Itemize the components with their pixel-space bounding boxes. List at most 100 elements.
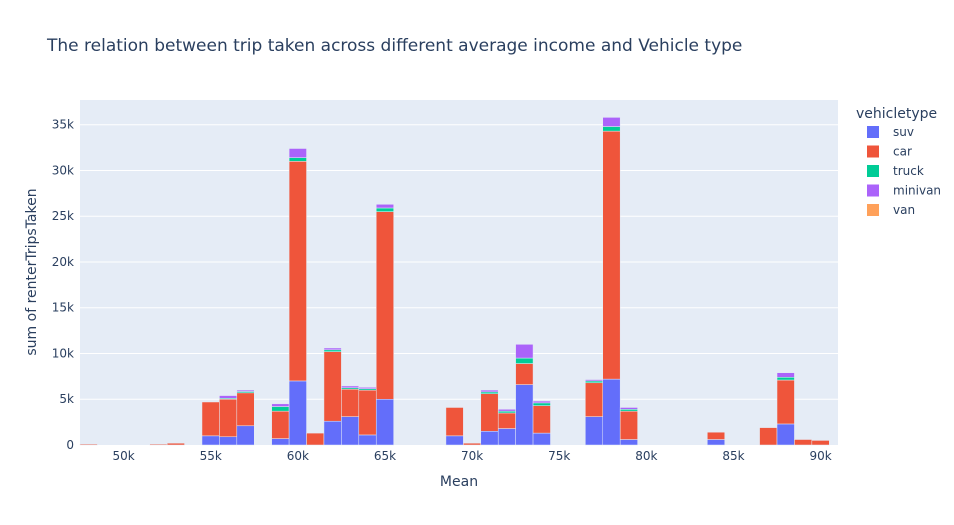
bar-minivan[interactable] [532, 400, 551, 404]
bar-suv[interactable] [341, 416, 360, 446]
bar-truck[interactable] [497, 410, 516, 414]
plot-area [80, 100, 838, 445]
bar-suv[interactable] [236, 425, 255, 446]
y-axis-ticks: 0 5k 10k 15k 20k 25k 30k 35k [52, 118, 74, 452]
bar-minivan[interactable] [776, 372, 795, 378]
bar-car[interactable] [759, 427, 778, 446]
bar-car[interactable] [515, 363, 534, 385]
bar-car[interactable] [219, 398, 238, 438]
bar-suv[interactable] [707, 439, 725, 446]
bar-car[interactable] [201, 401, 220, 437]
chart-title: The relation between trip taken across d… [46, 36, 742, 56]
legend-item-car[interactable]: car [867, 145, 912, 159]
bar-minivan[interactable] [323, 347, 342, 351]
x-tick-label: 80k [635, 449, 657, 463]
bar-minivan[interactable] [480, 389, 499, 393]
bar-truck[interactable] [532, 402, 551, 406]
bar-minivan[interactable] [619, 407, 638, 410]
bar-suv[interactable] [585, 416, 604, 446]
bar-truck[interactable] [288, 157, 307, 162]
bar-minivan[interactable] [288, 148, 307, 158]
bar-car[interactable] [323, 351, 342, 422]
bar-car[interactable] [306, 432, 325, 446]
bar-truck[interactable] [776, 377, 795, 381]
legend[interactable]: suv car truck minivan van [867, 125, 941, 217]
bar-minivan[interactable] [497, 409, 516, 412]
bar-minivan[interactable] [219, 395, 238, 399]
bar-minivan[interactable] [236, 389, 255, 392]
bar-suv[interactable] [602, 378, 621, 446]
legend-label: truck [893, 164, 924, 178]
bar-car[interactable] [794, 439, 813, 446]
bar-car[interactable] [149, 443, 168, 446]
y-axis-title: sum of renterTripsTaken [24, 188, 40, 355]
y-tick-label: 35k [52, 118, 74, 132]
x-tick-label: 55k [200, 449, 222, 463]
bar-suv[interactable] [358, 434, 377, 446]
bar-minivan[interactable] [585, 379, 604, 382]
legend-item-suv[interactable]: suv [867, 125, 914, 139]
legend-label: suv [893, 125, 914, 139]
bar-car[interactable] [445, 407, 464, 437]
bar-car[interactable] [619, 410, 638, 440]
bar-car[interactable] [532, 405, 551, 434]
bar-suv[interactable] [201, 435, 220, 446]
bar-truck[interactable] [602, 126, 621, 132]
legend-swatch [867, 165, 879, 177]
bar-minivan[interactable] [375, 204, 394, 209]
y-tick-label: 20k [52, 255, 74, 269]
bar-minivan[interactable] [515, 344, 534, 359]
x-tick-label: 65k [374, 449, 396, 463]
bar-truck[interactable] [619, 409, 638, 412]
bar-suv[interactable] [445, 435, 464, 446]
bar-car[interactable] [375, 211, 394, 400]
bar-car[interactable] [341, 388, 360, 417]
bar-car[interactable] [602, 130, 621, 380]
bar-car[interactable] [811, 440, 830, 446]
legend-item-minivan[interactable]: minivan [867, 184, 941, 198]
bar-suv[interactable] [271, 438, 290, 446]
bar-suv[interactable] [288, 380, 307, 446]
bar-truck[interactable] [323, 349, 342, 352]
bar-suv[interactable] [323, 420, 342, 446]
bar-suv[interactable] [497, 428, 516, 446]
bar-minivan[interactable] [271, 403, 290, 407]
bar-car[interactable] [166, 442, 185, 446]
bar-car[interactable] [776, 379, 795, 425]
bars[interactable] [79, 117, 830, 446]
bar-car[interactable] [358, 389, 377, 436]
y-tick-label: 15k [52, 301, 74, 315]
bar-car[interactable] [271, 410, 290, 439]
bar-car[interactable] [79, 443, 98, 446]
bar-truck[interactable] [271, 406, 290, 412]
legend-item-truck[interactable]: truck [867, 164, 924, 178]
bar-suv[interactable] [515, 384, 534, 446]
bar-truck[interactable] [375, 207, 394, 212]
x-tick-label: 75k [548, 449, 570, 463]
bar-suv[interactable] [480, 431, 499, 446]
bar-car[interactable] [497, 412, 516, 429]
bar-car[interactable] [236, 392, 255, 427]
bar-car[interactable] [288, 161, 307, 382]
bar-car[interactable] [480, 393, 499, 432]
bar-car[interactable] [585, 382, 604, 417]
bar-suv[interactable] [776, 423, 795, 446]
bar-suv[interactable] [532, 432, 551, 446]
y-tick-label: 30k [52, 163, 74, 177]
bar-car[interactable] [707, 431, 725, 440]
bar-truck[interactable] [480, 391, 499, 395]
bar-suv[interactable] [375, 398, 394, 446]
legend-swatch [867, 184, 879, 197]
bar-minivan[interactable] [602, 117, 621, 127]
bar-truck[interactable] [585, 380, 604, 384]
legend-label: car [893, 145, 912, 159]
bar-minivan[interactable] [358, 387, 377, 389]
bar-minivan[interactable] [341, 385, 360, 389]
bar-truck[interactable] [515, 357, 534, 364]
bar-suv[interactable] [219, 436, 238, 446]
bar-suv[interactable] [619, 439, 638, 446]
gridlines [80, 124, 838, 400]
bar-car[interactable] [463, 442, 482, 446]
legend-item-van[interactable]: van [867, 203, 915, 217]
